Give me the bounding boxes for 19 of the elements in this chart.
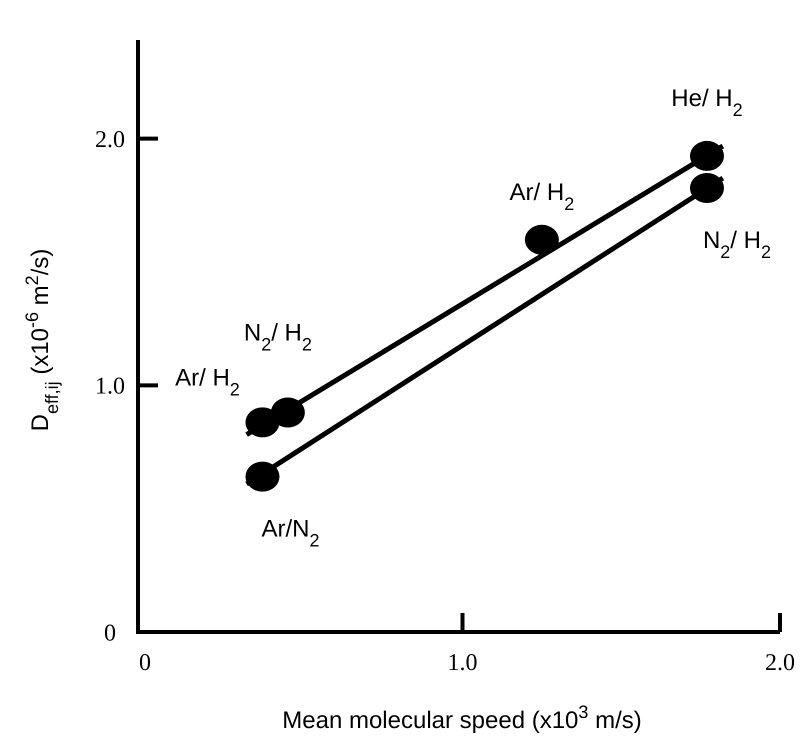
x-axis-title: Mean molecular speed (x10$^{3}$ m/s) bbox=[282, 702, 642, 734]
point bbox=[524, 224, 559, 255]
x-tick-label: 1.0 bbox=[448, 650, 478, 676]
x-tick-label: 0 bbox=[139, 650, 151, 676]
x-tick-label: 2.0 bbox=[765, 650, 795, 676]
point bbox=[690, 173, 724, 203]
annotation: N$_{2}$/ H$_{2}$ bbox=[244, 319, 312, 354]
y-tick-label: 1.0 bbox=[95, 374, 125, 400]
annotation: Ar/N$_{2}$ bbox=[261, 516, 320, 551]
point bbox=[245, 462, 280, 492]
point bbox=[270, 397, 305, 428]
annotation: He/ H$_{2}$ bbox=[671, 84, 743, 120]
annotation: N$_{2}$/ H$_{2}$ bbox=[702, 227, 771, 262]
point bbox=[690, 140, 724, 171]
annotation: Ar/ H$_{2}$ bbox=[510, 178, 574, 214]
annotation: Ar/ H$_{2}$ bbox=[175, 364, 240, 400]
y-tick-label: 0 bbox=[104, 620, 116, 646]
y-tick-label: 2.0 bbox=[95, 127, 125, 154]
point bbox=[245, 407, 280, 438]
